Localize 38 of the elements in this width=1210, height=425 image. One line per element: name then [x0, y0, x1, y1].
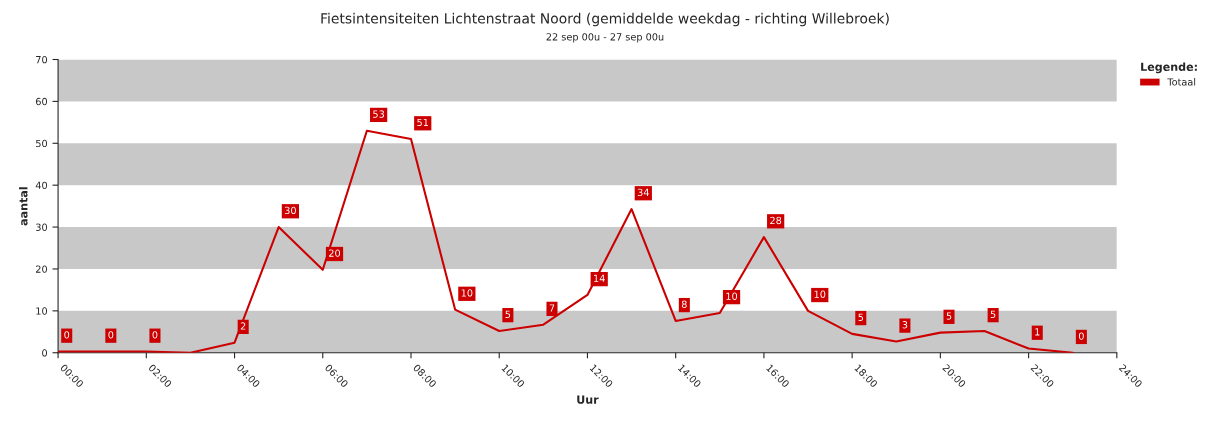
y-axis-title: aantal [18, 187, 28, 226]
legend-label: Totaal [1167, 78, 1196, 86]
data-label: 2 [240, 322, 246, 330]
data-label: 0 [1078, 332, 1084, 340]
data-label: 10 [814, 290, 826, 298]
data-label: 1 [1035, 328, 1040, 336]
data-label: 0 [152, 331, 158, 339]
data-label: 34 [637, 188, 649, 197]
data-label: 10 [461, 289, 473, 297]
y-tick-label: 30 [36, 223, 48, 231]
y-tick-label: 20 [36, 265, 48, 273]
legend-title: Legende: [1141, 62, 1197, 74]
data-label: 3 [902, 321, 908, 329]
data-label: 14 [594, 274, 605, 282]
chart-title: Fietsintensiteiten Lichtenstraat Noord (gemiddelde weekdag - richting Willebroek) [321, 12, 889, 27]
data-label: 5 [990, 310, 996, 318]
data-label: 53 [373, 110, 385, 118]
data-label: 0 [64, 331, 70, 339]
line-series [58, 129, 1074, 353]
y-tick-label: 40 [35, 181, 48, 190]
data-label: 5 [858, 313, 864, 321]
data-label: 5 [505, 310, 511, 318]
data-label: 30 [284, 206, 296, 215]
data-label: 10 [726, 292, 738, 300]
x-axis-title: Uur [577, 395, 599, 404]
data-label: 5 [946, 312, 952, 320]
data-label: 0 [108, 331, 114, 339]
data-label: 8 [681, 300, 687, 308]
data-label: 51 [417, 118, 429, 127]
y-tick-label: 70 [36, 55, 48, 64]
y-tick-label: 10 [36, 307, 48, 315]
y-tick-label: 60 [35, 97, 48, 106]
y-tick-label: 0 [42, 349, 48, 357]
data-label: 7 [549, 304, 555, 312]
chart-subtitle: 22 sep 00u - 27 sep 00u [546, 33, 664, 43]
data-label: 28 [770, 216, 782, 225]
data-label: 20 [329, 249, 341, 257]
y-tick-label: 50 [36, 139, 48, 148]
